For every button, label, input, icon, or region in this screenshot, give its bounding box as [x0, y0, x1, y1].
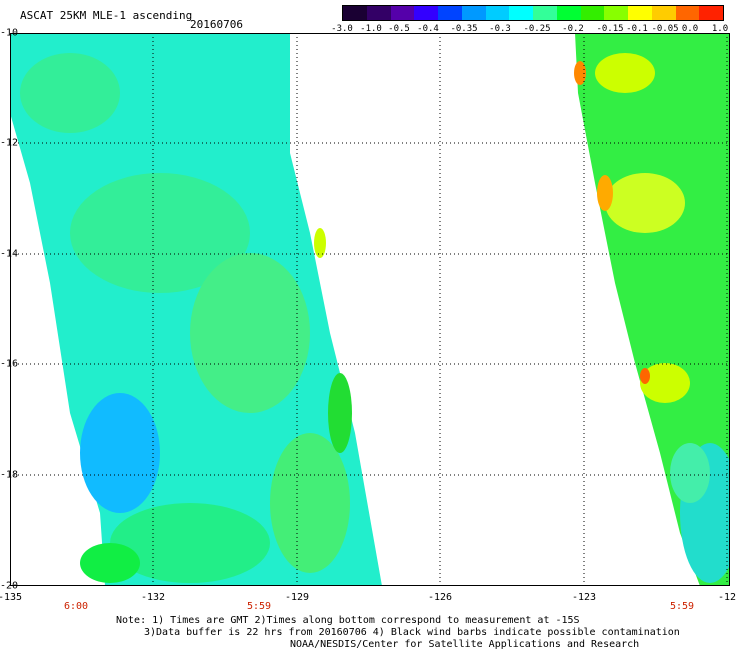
colorbar-tick-label: -0.1	[626, 24, 648, 34]
x-tick-label: -132	[140, 592, 166, 603]
colorbar-segment	[390, 6, 415, 20]
swath-patch	[190, 253, 310, 413]
colorbar-segment	[438, 6, 462, 20]
time-label: 6:00	[63, 601, 89, 612]
swath-patch	[328, 373, 352, 453]
colorbar-tick-label: 0.0	[681, 24, 699, 34]
colorbar-tick-label: -0.5	[388, 24, 410, 34]
colorbar-segment	[485, 6, 510, 20]
time-label: 5:59	[246, 601, 272, 612]
swath-patch	[110, 503, 270, 583]
colorbar-segment	[414, 6, 438, 20]
x-tick-label: -126	[427, 592, 453, 603]
swath-patch	[20, 53, 120, 133]
colorbar-tick-label: -0.05	[651, 24, 679, 34]
colorbar-segment	[628, 6, 652, 20]
colorbar-segment	[604, 6, 628, 20]
swath-patch	[605, 173, 685, 233]
map-grid	[10, 33, 730, 586]
swath-patch	[640, 363, 690, 403]
colorbar-tick-label: -0.35	[450, 24, 478, 34]
colorbar-segment	[651, 6, 676, 20]
swath-patch	[640, 368, 650, 384]
colorbar-segment	[556, 6, 581, 20]
colorbar-segment	[366, 6, 391, 20]
colorbar	[342, 5, 724, 21]
colorbar-tick-label: -0.2	[562, 24, 584, 34]
y-tick-label: -16	[0, 358, 19, 370]
colorbar-tick-label: -1.0	[360, 24, 382, 34]
colorbar-segment	[461, 6, 486, 20]
swath-patch	[574, 61, 586, 85]
note-line-2: 3)Data buffer is 22 hrs from 20160706 4)…	[144, 627, 680, 638]
wind-swaths	[10, 33, 730, 586]
colorbar-tick-label: -0.4	[417, 24, 439, 34]
map-title: ASCAT 25KM MLE-1 ascending	[20, 9, 193, 22]
colorbar-tick-label: 1.0	[711, 24, 729, 34]
y-tick-label: -20	[0, 580, 19, 592]
swath-patch	[270, 433, 350, 573]
swath-patch	[595, 53, 655, 93]
colorbar-tick-label: -3.0	[331, 24, 353, 34]
swath-patch	[314, 228, 326, 258]
plot-frame	[10, 33, 730, 586]
note-line-1: Note: 1) Times are GMT 2)Times along bot…	[116, 615, 580, 626]
colorbar-tick-label: -0.25	[523, 24, 551, 34]
colorbar-segment	[509, 6, 533, 20]
y-tick-label: -18	[0, 469, 19, 481]
colorbar-segment	[343, 6, 367, 20]
map-date: 20160706	[190, 18, 243, 31]
y-tick-label: -10	[0, 27, 19, 39]
x-tick-label: -12	[717, 592, 737, 603]
y-tick-label: -12	[0, 137, 19, 149]
swath-patch	[597, 175, 613, 211]
swath-map	[10, 33, 730, 586]
swath-patch	[80, 543, 140, 583]
colorbar-tick-label: -0.3	[489, 24, 511, 34]
swath-patch	[670, 443, 710, 503]
x-tick-label: -135	[0, 592, 23, 603]
colorbar-segment	[699, 6, 723, 20]
colorbar-segment	[675, 6, 700, 20]
y-tick-label: -14	[0, 248, 19, 260]
swath-patch	[70, 173, 250, 293]
swath-patch	[80, 393, 160, 513]
colorbar-tick-label: -0.15	[596, 24, 624, 34]
note-line-3: NOAA/NESDIS/Center for Satellite Applica…	[290, 639, 640, 650]
colorbar-segment	[533, 6, 557, 20]
time-label: 5:59	[669, 601, 695, 612]
x-tick-label: -129	[284, 592, 310, 603]
x-tick-label: -123	[571, 592, 597, 603]
colorbar-segment	[580, 6, 605, 20]
